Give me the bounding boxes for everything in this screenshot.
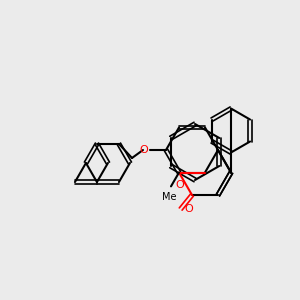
Text: Me: Me (162, 192, 176, 203)
Text: O: O (176, 179, 184, 190)
Text: O: O (185, 204, 194, 214)
Text: O: O (139, 145, 148, 155)
